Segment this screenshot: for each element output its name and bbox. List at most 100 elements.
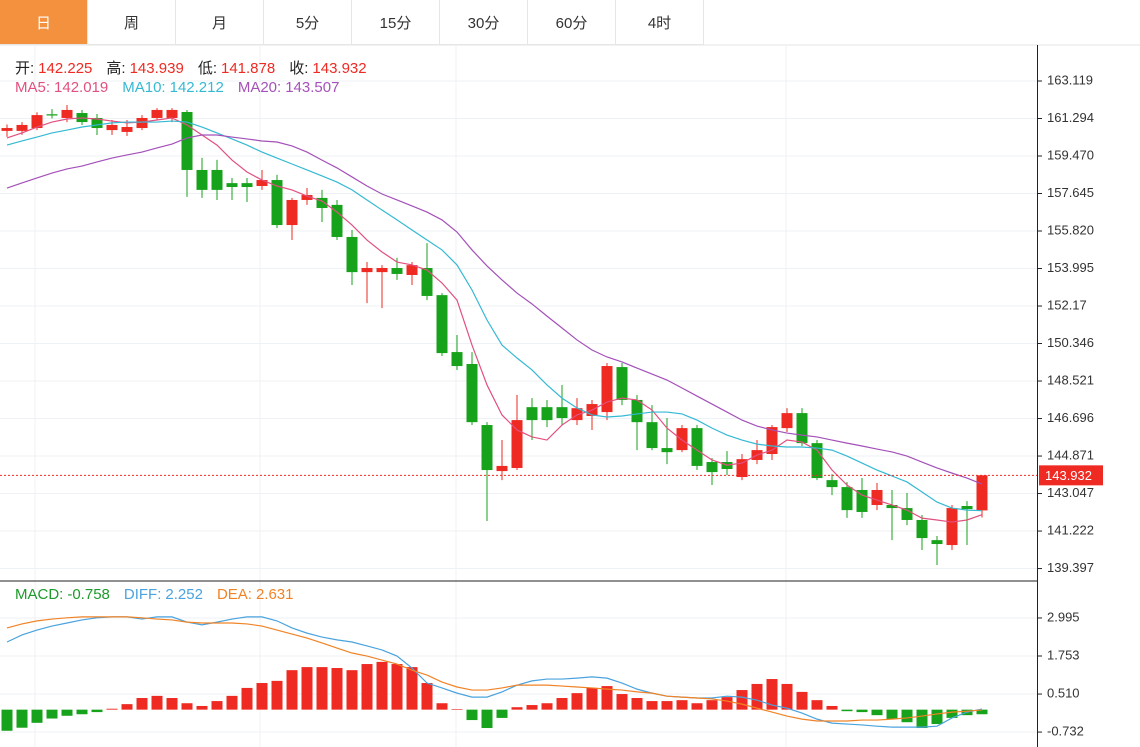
candle-body bbox=[151, 109, 163, 118]
legend-item: 高: 143.939 bbox=[106, 57, 183, 78]
candle-body bbox=[466, 363, 478, 423]
y-tick-label: 161.294 bbox=[1047, 110, 1094, 125]
candle-body bbox=[361, 268, 373, 273]
legend-label: MA10: bbox=[122, 79, 166, 96]
candle-body bbox=[961, 506, 973, 510]
candle-body bbox=[631, 399, 643, 423]
candle-body bbox=[931, 540, 943, 545]
y-tick-label: -0.732 bbox=[1047, 723, 1084, 738]
candle-body bbox=[136, 117, 148, 129]
legend-label: MA5: bbox=[15, 79, 51, 96]
current-price-tag bbox=[1039, 465, 1103, 486]
y-tick-label: 157.645 bbox=[1047, 185, 1094, 200]
candle-body bbox=[511, 420, 523, 468]
candle-body bbox=[886, 504, 898, 509]
candle-body bbox=[256, 180, 268, 186]
macd-bar bbox=[316, 667, 328, 710]
candle-body bbox=[241, 183, 253, 188]
candle-body bbox=[406, 265, 418, 275]
candle-body bbox=[571, 408, 583, 421]
y-tick-label: 2.995 bbox=[1047, 609, 1080, 624]
legend-item: MA20: 143.507 bbox=[238, 79, 340, 96]
macd-bar bbox=[361, 664, 373, 710]
y-tick-label: 155.820 bbox=[1047, 222, 1094, 237]
y-tick-label: 139.397 bbox=[1047, 560, 1094, 575]
macd-bar bbox=[346, 670, 358, 710]
macd-bar bbox=[256, 683, 268, 710]
candle-body bbox=[211, 169, 223, 190]
candle-body bbox=[481, 425, 493, 471]
candle-body bbox=[676, 428, 688, 451]
macd-bar bbox=[586, 687, 598, 710]
macd-bar bbox=[91, 709, 103, 713]
candle-body bbox=[691, 428, 703, 466]
legend-value: 142.212 bbox=[169, 79, 224, 96]
candle-body bbox=[976, 475, 988, 511]
candle-body bbox=[181, 112, 193, 170]
candle-body bbox=[601, 366, 613, 413]
candle-body bbox=[346, 236, 358, 273]
candle-body bbox=[646, 422, 658, 449]
macd-bar bbox=[676, 700, 688, 710]
legend-item: MACD: -0.758 bbox=[15, 586, 110, 603]
candle-body bbox=[856, 489, 868, 512]
ohlc-legend: 开: 142.225 高: 143.939 低: 141.878 收: 143.932 bbox=[15, 57, 381, 78]
line bbox=[6, 120, 983, 512]
macd-bar bbox=[136, 698, 148, 710]
candle-body bbox=[496, 465, 508, 472]
legend-label: 低: bbox=[197, 60, 217, 77]
candle-body bbox=[526, 407, 538, 421]
macd-bar bbox=[661, 701, 673, 710]
macd-bar bbox=[931, 709, 943, 725]
macd-bar bbox=[421, 683, 433, 710]
macd-bar bbox=[466, 709, 478, 721]
candle-body bbox=[736, 459, 748, 478]
macd-bar bbox=[301, 667, 313, 710]
candle-body bbox=[706, 462, 718, 473]
legend-item: DEA: 2.631 bbox=[217, 586, 294, 603]
macd-bar bbox=[46, 709, 58, 719]
candle-body bbox=[121, 127, 133, 132]
candle-body bbox=[616, 367, 628, 400]
macd-bar bbox=[121, 704, 133, 710]
y-tick-label: 146.696 bbox=[1047, 410, 1094, 425]
legend-value: 2.631 bbox=[255, 586, 294, 603]
legend-value: 141.878 bbox=[220, 60, 276, 77]
macd-bar bbox=[1, 709, 13, 731]
legend-label: 开: bbox=[15, 60, 35, 77]
period-tab[interactable]: 日 bbox=[0, 0, 88, 45]
macd-bar bbox=[856, 709, 868, 713]
macd-bar bbox=[646, 701, 658, 710]
macd-bar bbox=[526, 705, 538, 710]
macd-bar bbox=[826, 705, 838, 710]
candle-body bbox=[541, 407, 553, 421]
macd-bar bbox=[61, 709, 73, 716]
macd-bar bbox=[886, 709, 898, 720]
macd-bar bbox=[226, 695, 238, 710]
legend-value: 142.225 bbox=[38, 60, 93, 77]
legend-value: 143.932 bbox=[312, 60, 367, 77]
y-tick-label: 150.346 bbox=[1047, 335, 1094, 350]
candle-body bbox=[421, 268, 433, 296]
candle-body bbox=[871, 489, 883, 505]
macd-bar bbox=[871, 709, 883, 716]
candle-body bbox=[841, 487, 853, 511]
candle-body bbox=[376, 268, 388, 273]
macd-bar bbox=[271, 680, 283, 710]
macd-bar bbox=[946, 709, 958, 718]
macd-bar bbox=[286, 670, 298, 710]
legend-value: 2.252 bbox=[165, 586, 203, 603]
macd-bar bbox=[766, 679, 778, 710]
candle-body bbox=[316, 197, 328, 208]
macd-bar bbox=[151, 695, 163, 710]
macd-bar bbox=[916, 709, 928, 729]
legend-value: 143.939 bbox=[129, 60, 184, 77]
macd-bar bbox=[556, 698, 568, 710]
macd-bar bbox=[736, 690, 748, 710]
macd-bar bbox=[751, 683, 763, 710]
legend-label: 收: bbox=[289, 60, 309, 77]
legend-value: 143.507 bbox=[285, 79, 340, 96]
y-tick-label: 148.521 bbox=[1047, 372, 1094, 387]
candle-body bbox=[166, 109, 178, 118]
macd-bar bbox=[331, 668, 343, 710]
